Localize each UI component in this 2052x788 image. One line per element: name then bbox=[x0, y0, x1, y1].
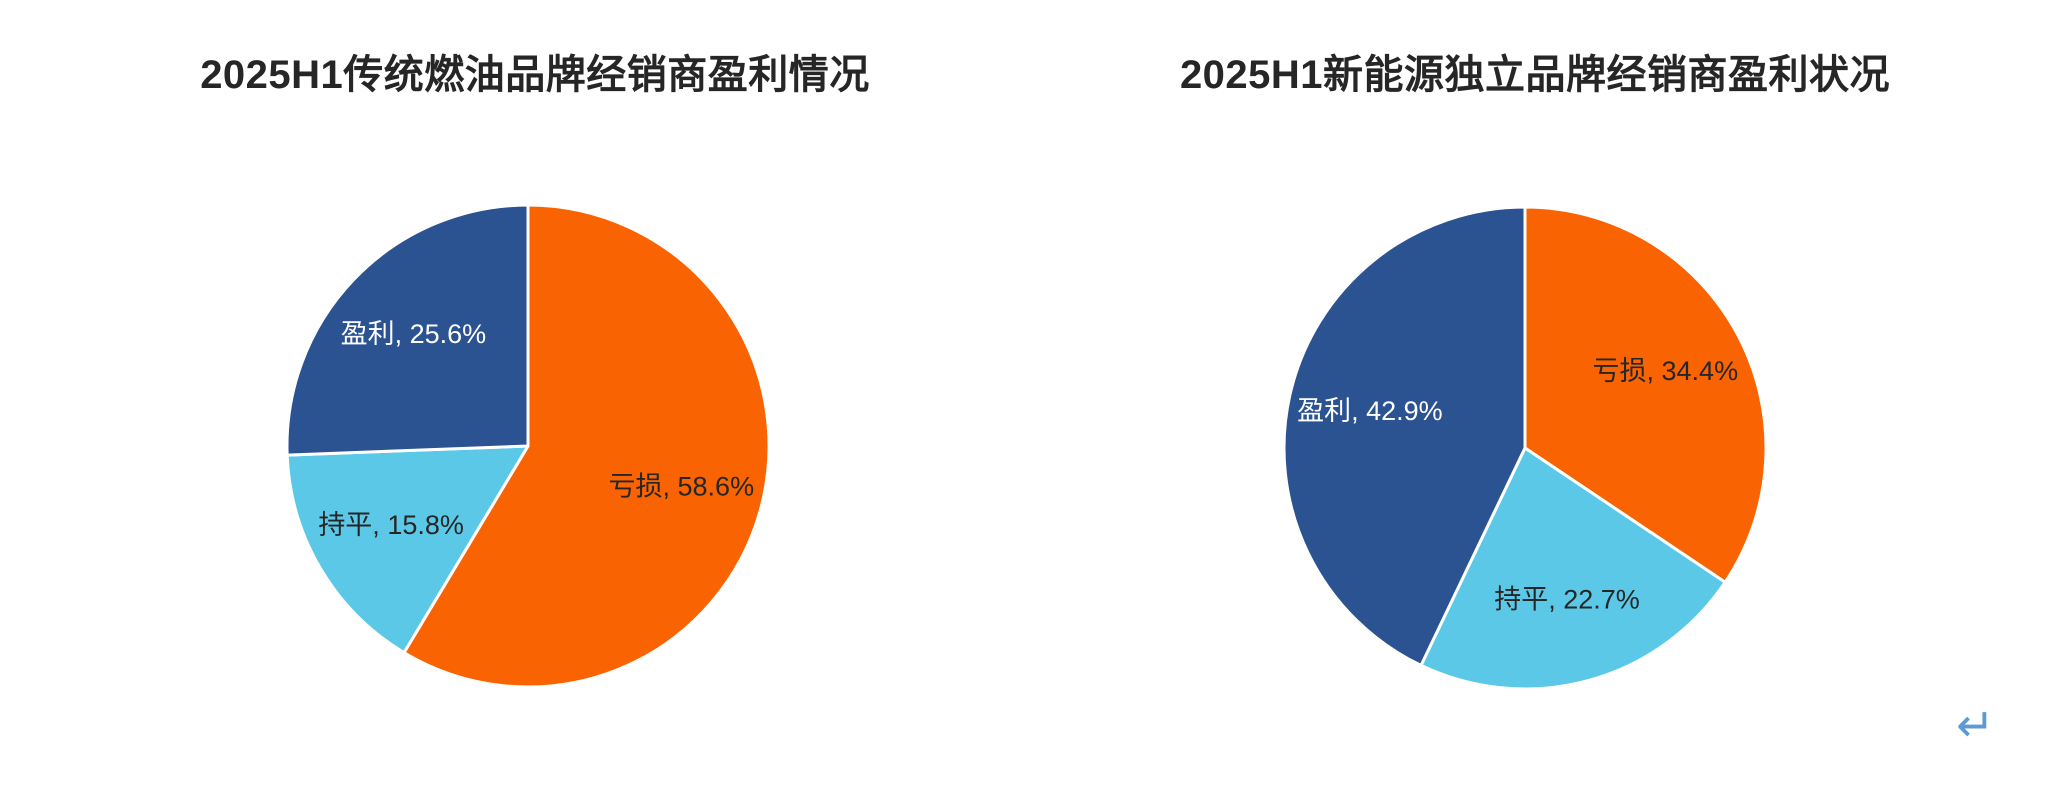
paragraph-return-mark-icon: ↵ bbox=[1956, 699, 1995, 751]
pie-data-label-loss: 亏损, 58.6% bbox=[609, 472, 755, 502]
pie-data-label-breakeven: 持平, 22.7% bbox=[1494, 585, 1640, 615]
pie-slice-loss bbox=[1523, 205, 1768, 584]
pie-slice-profit bbox=[1282, 205, 1527, 667]
pie-chart-fuel-brands: 亏损, 58.6% 持平, 15.8% 盈利, 25.6% bbox=[285, 203, 771, 689]
pie-chart-nev-brands: 亏损, 34.4% 持平, 22.7% 盈利, 42.9% bbox=[1282, 205, 1768, 691]
chart-title-nev-brands: 2025H1新能源独立品牌经销商盈利状况 bbox=[1179, 53, 1891, 97]
pie-data-label-profit: 盈利, 25.6% bbox=[341, 319, 487, 349]
pie-data-label-breakeven: 持平, 15.8% bbox=[318, 510, 464, 540]
chart-title-fuel-brands: 2025H1传统燃油品牌经销商盈利情况 bbox=[200, 53, 870, 97]
pie-data-label-loss: 亏损, 34.4% bbox=[1593, 356, 1739, 386]
pie-data-label-profit: 盈利, 42.9% bbox=[1297, 396, 1443, 426]
pie-slice-loss bbox=[402, 203, 771, 689]
pie-slice-profit bbox=[285, 203, 530, 457]
pie-slice-breakeven bbox=[285, 444, 530, 655]
